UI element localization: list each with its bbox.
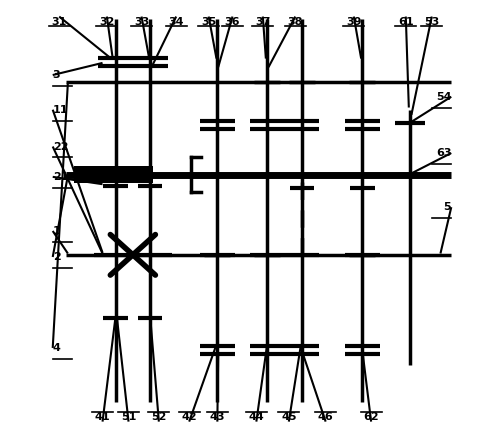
Text: 1: 1 xyxy=(53,226,60,236)
Text: 38: 38 xyxy=(288,17,303,27)
Text: 42: 42 xyxy=(181,412,197,422)
Text: 53: 53 xyxy=(424,17,439,27)
Text: 36: 36 xyxy=(225,17,240,27)
Text: 32: 32 xyxy=(99,17,114,27)
Text: 31: 31 xyxy=(51,17,67,27)
Text: 2: 2 xyxy=(53,252,60,262)
Text: 62: 62 xyxy=(363,412,379,422)
Text: 4: 4 xyxy=(53,343,60,353)
Text: 5: 5 xyxy=(444,202,451,212)
Text: 39: 39 xyxy=(346,17,361,27)
Text: 45: 45 xyxy=(281,412,296,422)
Text: 51: 51 xyxy=(121,412,136,422)
Text: 37: 37 xyxy=(255,17,271,27)
Text: 63: 63 xyxy=(436,148,451,158)
Text: 46: 46 xyxy=(318,412,334,422)
Bar xyxy=(75,167,153,183)
Text: 33: 33 xyxy=(134,17,149,27)
Text: 41: 41 xyxy=(95,412,110,422)
Text: 61: 61 xyxy=(398,17,414,27)
Text: 22: 22 xyxy=(53,142,68,152)
Text: 54: 54 xyxy=(436,92,451,102)
Text: 34: 34 xyxy=(168,17,184,27)
Text: 11: 11 xyxy=(53,105,68,115)
Text: 44: 44 xyxy=(248,412,264,422)
Text: 52: 52 xyxy=(151,412,166,422)
Text: 43: 43 xyxy=(210,412,225,422)
Text: 3: 3 xyxy=(53,70,60,80)
Text: 35: 35 xyxy=(201,17,216,27)
Text: 21: 21 xyxy=(53,172,68,182)
